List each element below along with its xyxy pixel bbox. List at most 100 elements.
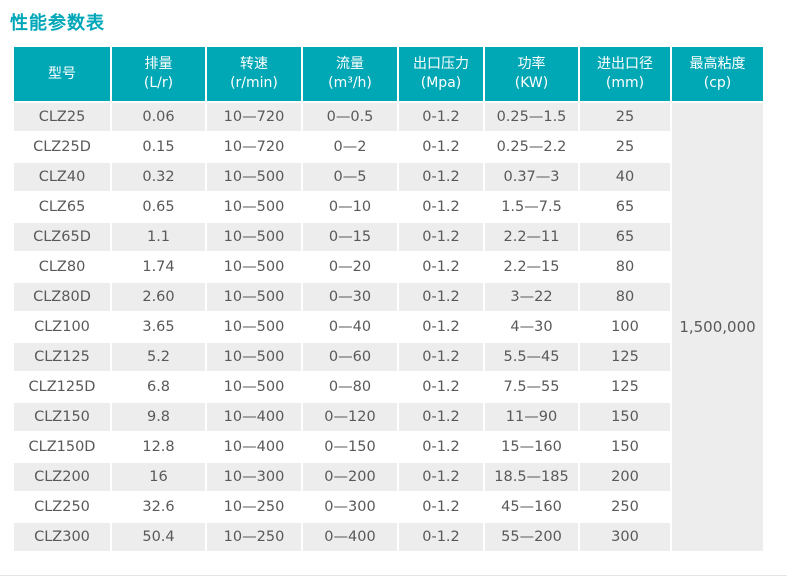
value-cell: 10—400 [207, 433, 301, 461]
value-cell: 65 [580, 193, 670, 221]
column-header-1: 排量 (L/r) [112, 47, 205, 101]
max-viscosity-merged-cell: 1,500,000 [672, 103, 763, 551]
table-row: CLZ250 32.6 10—250 0—300 0-1.2 45—160 250 [14, 493, 763, 521]
value-cell: 10—400 [207, 403, 301, 431]
value-cell: 0—120 [303, 403, 397, 431]
value-cell: 0.25—1.5 [485, 103, 578, 131]
value-cell: 25 [580, 103, 670, 131]
value-cell: 0-1.2 [399, 223, 483, 251]
value-cell: 250 [580, 493, 670, 521]
value-cell: 0.06 [112, 103, 205, 131]
column-header-3: 流量 (m³/h) [303, 47, 397, 101]
value-cell: 2.60 [112, 283, 205, 311]
value-cell: 0-1.2 [399, 523, 483, 551]
table-row: CLZ150 9.8 10—400 0—120 0-1.2 11—90 150 [14, 403, 763, 431]
value-cell: 80 [580, 283, 670, 311]
column-header-label: 流量 [336, 56, 364, 73]
column-header-label: 功率 [517, 56, 546, 73]
value-cell: 0—15 [303, 223, 397, 251]
value-cell: 125 [580, 343, 670, 371]
value-cell: 150 [580, 403, 670, 431]
column-header-label: 排量 [144, 56, 173, 73]
value-cell: 10—500 [207, 253, 301, 281]
value-cell: 125 [580, 373, 670, 401]
column-header-4: 出口压力 (Mpa) [399, 47, 483, 101]
value-cell: 65 [580, 223, 670, 251]
column-header-unit: (m³/h) [328, 75, 372, 91]
table-row: CLZ200 16 10—300 0—200 0-1.2 18.5—185 200 [14, 463, 763, 491]
table-row: CLZ100 3.65 10—500 0—40 0-1.2 4—30 100 [14, 313, 763, 341]
page-title: 性能参数表 [10, 13, 105, 34]
table-header: 型号 排量 (L/r) 转速 (r/min) 流量 (m³/h) 出口压力 (Mpa) 功率 (KW… [14, 47, 763, 101]
value-cell: 4—30 [485, 313, 578, 341]
table-row: CLZ80D 2.60 10—500 0—30 0-1.2 3—22 80 [14, 283, 763, 311]
value-cell: 0—2 [303, 133, 397, 161]
table-row: CLZ25 0.06 10—720 0—0.5 0-1.2 0.25—1.5 25 1,500… [14, 103, 763, 551]
value-cell: 3—22 [485, 283, 578, 311]
value-cell: 55—200 [485, 523, 578, 551]
value-cell: 0-1.2 [399, 163, 483, 191]
table-row: CLZ25D 0.15 10—720 0—2 0-1.2 0.25—2.2 25 [14, 133, 763, 161]
value-cell: 10—250 [207, 493, 301, 521]
model-cell: CLZ65D [14, 223, 110, 251]
table-row: CLZ40 0.32 10—500 0—5 0-1.2 0.37—3 40 [14, 163, 763, 191]
value-cell: 1.5—7.5 [485, 193, 578, 221]
bottom-divider [0, 575, 787, 576]
value-cell: 10—500 [207, 193, 301, 221]
value-cell: 0.65 [112, 193, 205, 221]
value-cell: 9.8 [112, 403, 205, 431]
column-header-label: 转速 [240, 56, 268, 73]
value-cell: 12.8 [112, 433, 205, 461]
value-cell: 0—40 [303, 313, 397, 341]
value-cell: 0-1.2 [399, 103, 483, 131]
table-row: CLZ125D 6.8 10—500 0—80 0-1.2 7.5—55 125 [14, 373, 763, 401]
value-cell: 45—160 [485, 493, 578, 521]
value-cell: 10—500 [207, 373, 301, 401]
value-cell: 0.15 [112, 133, 205, 161]
value-cell: 15—160 [485, 433, 578, 461]
value-cell: 0.25—2.2 [485, 133, 578, 161]
value-cell: 0-1.2 [399, 433, 483, 461]
value-cell: 0—200 [303, 463, 397, 491]
model-cell: CLZ150D [14, 433, 110, 461]
value-cell: 40 [580, 163, 670, 191]
value-cell: 0-1.2 [399, 373, 483, 401]
value-cell: 100 [580, 313, 670, 341]
value-cell: 0-1.2 [399, 343, 483, 371]
value-cell: 2.2—15 [485, 253, 578, 281]
value-cell: 0-1.2 [399, 403, 483, 431]
model-cell: CLZ125 [14, 343, 110, 371]
value-cell: 0—60 [303, 343, 397, 371]
model-cell: CLZ150 [14, 403, 110, 431]
value-cell: 0—80 [303, 373, 397, 401]
value-cell: 10—300 [207, 463, 301, 491]
column-header-7: 最高粘度 (cp) [672, 47, 763, 101]
value-cell: 10—500 [207, 283, 301, 311]
table-row: CLZ125 5.2 10—500 0—60 0-1.2 5.5—45 125 [14, 343, 763, 371]
column-header-0: 型号 [14, 47, 110, 101]
value-cell: 10—250 [207, 523, 301, 551]
model-cell: CLZ25D [14, 133, 110, 161]
value-cell: 0-1.2 [399, 253, 483, 281]
value-cell: 1.74 [112, 253, 205, 281]
value-cell: 5.5—45 [485, 343, 578, 371]
performance-parameter-table: 型号 排量 (L/r) 转速 (r/min) 流量 (m³/h) 出口压力 (Mpa) 功率 (KW… [12, 45, 765, 553]
value-cell: 11—90 [485, 403, 578, 431]
value-cell: 300 [580, 523, 670, 551]
value-cell: 0-1.2 [399, 313, 483, 341]
value-cell: 80 [580, 253, 670, 281]
value-cell: 0—30 [303, 283, 397, 311]
column-header-unit: (mm) [605, 75, 645, 91]
value-cell: 18.5—185 [485, 463, 578, 491]
value-cell: 10—720 [207, 133, 301, 161]
column-header-label: 型号 [48, 65, 76, 82]
value-cell: 10—500 [207, 313, 301, 341]
value-cell: 10—720 [207, 103, 301, 131]
value-cell: 6.8 [112, 373, 205, 401]
value-cell: 150 [580, 433, 670, 461]
column-header-unit: (KW) [514, 75, 549, 91]
value-cell: 25 [580, 133, 670, 161]
value-cell: 10—500 [207, 223, 301, 251]
header-row: 型号 排量 (L/r) 转速 (r/min) 流量 (m³/h) 出口压力 (Mpa) 功率 (KW… [14, 47, 763, 101]
model-cell: CLZ200 [14, 463, 110, 491]
